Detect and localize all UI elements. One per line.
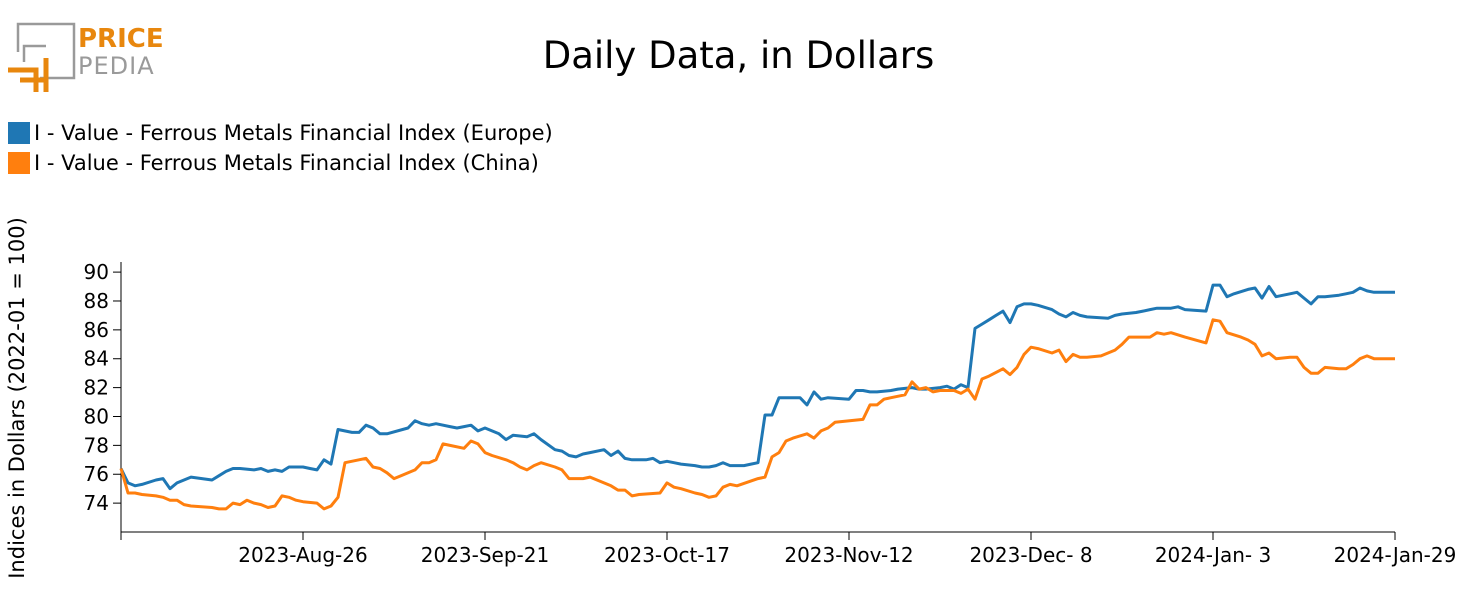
x-tick-label: 2024-Jan- 3 [1155, 543, 1271, 567]
y-tick-label: 90 [84, 260, 109, 284]
y-tick-label: 76 [84, 462, 109, 486]
series-layer [119, 283, 1395, 511]
y-axis-title: Indices in Dollars (2022-01 = 100) [5, 217, 29, 579]
y-tick-label: 80 [84, 404, 109, 428]
legend-swatch-china [8, 152, 30, 174]
x-tick-label: 2023-Nov-12 [784, 543, 913, 567]
logo-text-pedia: PEDIA [78, 52, 155, 80]
logo-mark-icon [8, 22, 76, 92]
y-tick-label: 88 [84, 289, 109, 313]
series-line-europe[interactable] [119, 283, 1395, 491]
y-tick-label: 84 [84, 347, 109, 371]
legend-item-china[interactable]: I - Value - Ferrous Metals Financial Ind… [8, 148, 553, 178]
series-line-china[interactable] [119, 318, 1395, 511]
legend-item-europe[interactable]: I - Value - Ferrous Metals Financial Ind… [8, 118, 553, 148]
legend-label-europe: I - Value - Ferrous Metals Financial Ind… [34, 121, 553, 145]
pricepedia-logo: PRICE PEDIA [6, 22, 166, 94]
logo-text-price: PRICE [78, 24, 164, 54]
x-tick-label: 2023-Sep-21 [421, 543, 549, 567]
chart-title: Daily Data, in Dollars [542, 34, 935, 77]
legend-label-china: I - Value - Ferrous Metals Financial Ind… [34, 151, 539, 175]
legend: I - Value - Ferrous Metals Financial Ind… [8, 118, 553, 178]
y-axis: 74 76 78 80 82 84 86 88 90 [84, 260, 122, 532]
x-axis: 2023-Aug-26 2023-Sep-21 2023-Oct-17 2023-No… [120, 531, 1457, 567]
x-tick-label: 2024-Jan-29 [1334, 543, 1457, 567]
x-tick-label: 2023-Oct-17 [604, 543, 730, 567]
legend-swatch-europe [8, 122, 30, 144]
y-tick-label: 86 [84, 318, 109, 342]
y-tick-label: 78 [84, 433, 109, 457]
y-tick-label: 82 [84, 376, 109, 400]
x-tick-label: 2023-Aug-26 [238, 543, 367, 567]
x-tick-label: 2023-Dec- 8 [969, 543, 1092, 567]
y-tick-label: 74 [84, 491, 109, 515]
